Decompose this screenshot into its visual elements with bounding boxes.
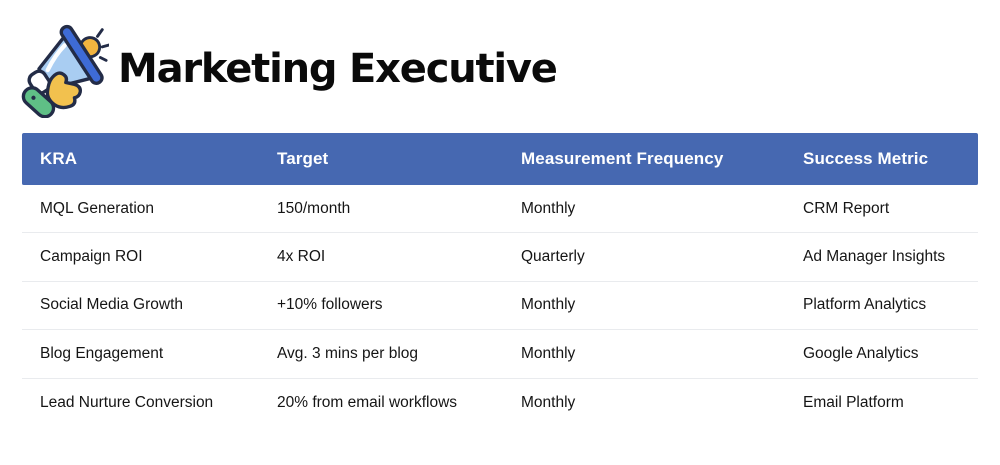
table-cell: Campaign ROI — [40, 248, 143, 266]
table-cell: Monthly — [521, 199, 576, 217]
table-cell: Ad Manager Insights — [803, 248, 946, 266]
table-row-2: Social Media Growth +10% followers Monthly… — [22, 281, 978, 331]
table-row-0: MQL Generation 150/month Monthly CRM Report — [22, 185, 978, 234]
header-cell-0: KRA — [40, 149, 78, 168]
table-cell: Quarterly — [521, 248, 585, 266]
table-cell: Avg. 3 mins per blog — [277, 344, 419, 362]
page-title: Marketing Executive — [118, 46, 558, 92]
table-cell: Platform Analytics — [803, 296, 927, 314]
table-cell: Email Platform — [803, 393, 904, 411]
table-cell: CRM Report — [803, 199, 890, 217]
table-cell: Monthly — [521, 296, 576, 314]
table-cell: +10% followers — [277, 296, 383, 314]
header-cell-3: Success Metric — [803, 149, 929, 168]
table-row-1: Campaign ROI 4x ROI Quarterly Ad Manager In… — [22, 233, 978, 282]
megaphone-icon — [13, 20, 111, 119]
table-cell: Google Analytics — [803, 344, 919, 362]
table-cell: MQL Generation — [40, 199, 155, 217]
table-cell: 4x ROI — [277, 248, 326, 266]
table-cell: Lead Nurture Conversion — [40, 393, 214, 411]
kra-table: KRA Target Measurement Frequency Success Me… — [22, 133, 978, 427]
table-header-row: KRA Target Measurement Frequency Success Me… — [22, 133, 978, 185]
header-cell-2: Measurement Frequency — [521, 149, 724, 168]
table-cell: Monthly — [521, 393, 576, 411]
table-cell: Blog Engagement — [40, 344, 164, 362]
table-cell: 20% from email workflows — [277, 393, 458, 411]
table-cell: 150/month — [277, 199, 351, 217]
table-row-4: Lead Nurture Conversion 20% from email wo… — [22, 378, 978, 427]
table-cell: Monthly — [521, 344, 576, 362]
header-cell-1: Target — [277, 149, 329, 168]
table-body: MQL Generation 150/month Monthly CRM Report… — [22, 185, 978, 427]
table-row-3: Blog Engagement Avg. 3 mins per blog Month… — [22, 330, 978, 379]
table-cell: Social Media Growth — [40, 296, 184, 314]
